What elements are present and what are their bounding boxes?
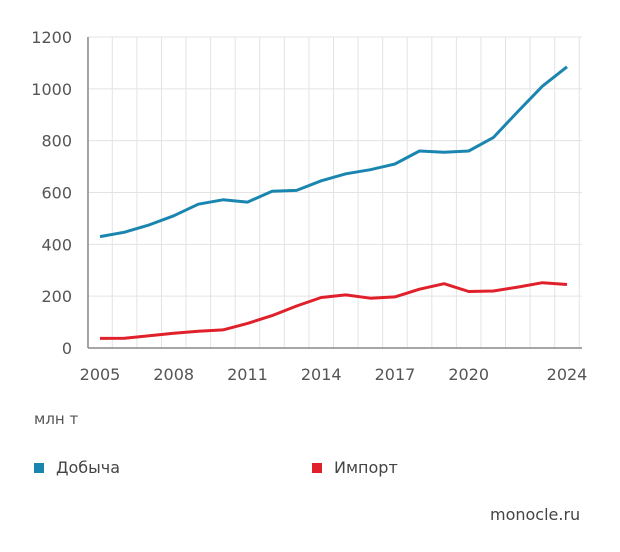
y-tick-label: 600 (41, 184, 72, 203)
y-tick-label: 200 (41, 287, 72, 306)
y-tick-label: 0 (62, 339, 72, 358)
series-line-import (99, 281, 568, 340)
x-tick-label: 2011 (227, 365, 268, 384)
source-label: monocle.ru (490, 505, 581, 524)
x-axis-ticks: 2005 2008 2011 2014 2017 2020 2024 (80, 365, 588, 384)
series-lines (99, 65, 568, 340)
legend-label-import: Импорт (334, 458, 398, 477)
y-tick-label: 400 (41, 235, 72, 254)
series-line-production (99, 65, 568, 239)
x-tick-label: 2005 (80, 365, 121, 384)
y-axis-ticks: 0 200 400 600 800 1000 1200 (31, 28, 72, 358)
x-tick-label: 2008 (153, 365, 194, 384)
y-tick-label: 800 (41, 132, 72, 151)
y-tick-label: 1000 (31, 80, 72, 99)
x-tick-label: 2024 (547, 365, 588, 384)
x-tick-label: 2014 (301, 365, 342, 384)
legend-item-production: Добыча (34, 458, 120, 477)
legend-item-import: Импорт (312, 458, 398, 477)
legend-swatch-production (34, 462, 44, 473)
y-tick-label: 1200 (31, 28, 72, 47)
legend-swatch-import (312, 462, 322, 473)
grid (87, 36, 582, 349)
y-axis-unit-label: млн т (34, 410, 79, 428)
legend-label-production: Добыча (56, 458, 121, 477)
x-tick-label: 2017 (375, 365, 416, 384)
x-tick-label: 2020 (448, 365, 489, 384)
